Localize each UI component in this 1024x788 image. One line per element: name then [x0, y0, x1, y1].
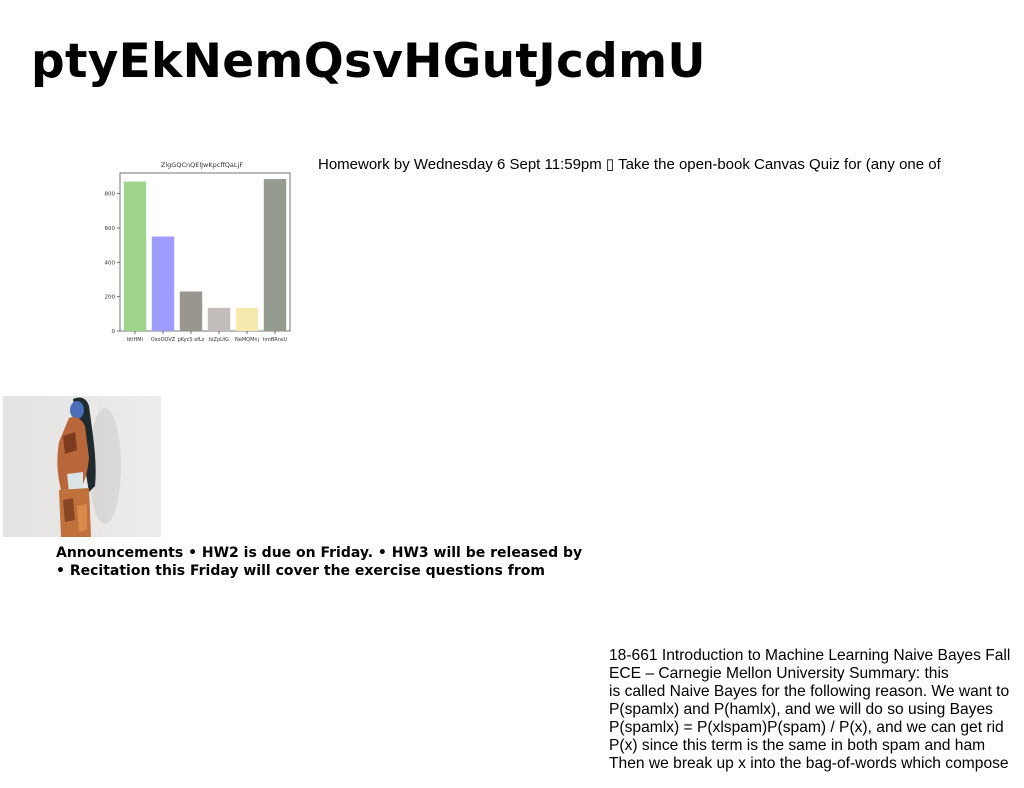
y-tick-label: 800 [105, 192, 116, 198]
chart-plot-frame [119, 172, 291, 332]
chart-bar [151, 236, 175, 331]
summary-line: P(x) since this term is the same in both… [609, 737, 986, 754]
summary-line: P(spamlx) and P(hamlx), and we will do s… [609, 701, 993, 718]
x-tick-label: btlHMi [127, 337, 143, 343]
chart-bars [123, 179, 287, 331]
announcement-line: Announcements • HW2 is due on Friday. • … [56, 545, 583, 561]
bar-chart-svg: ZlgGQCnQElJwKpcffQaLjF 0 200 400 600 800 btl… [105, 161, 291, 343]
summary-line: ECE – Carnegie Mellon University Summary… [609, 665, 949, 682]
summary-line: is called Naive Bayes for the following … [609, 683, 1010, 700]
bar-chart: ZlgGQCnQElJwKpcffQaLjF 0 200 400 600 800 btl… [98, 154, 300, 346]
chart-y-axis: 0 200 400 600 800 [105, 192, 120, 335]
y-tick-label: 400 [105, 260, 116, 266]
summary-text: 18-661 Introduction to Machine Learning … [609, 647, 1024, 773]
homework-text: Homework by Wednesday 6 Sept 11:59pm ▯ T… [318, 156, 941, 173]
chart-bar [263, 179, 287, 331]
y-tick-label: 0 [112, 329, 116, 335]
chart-x-axis: btlHMi OxoOOVZ pKycS afLz lbZpUlG NeMQMnj hmB… [127, 331, 288, 343]
chart-bar [235, 307, 259, 331]
x-tick-label: pKycS afLz [178, 337, 205, 343]
y-tick-label: 200 [105, 295, 116, 301]
x-tick-label: OxoOOVZ [151, 337, 176, 343]
chart-bar [207, 307, 231, 331]
person-photo [3, 396, 161, 537]
person-photo-illustration [57, 397, 121, 537]
summary-line: P(spamlx) = P(xlspam)P(spam) / P(x), and… [609, 719, 1004, 736]
summary-line: Then we break up x into the bag-of-words… [609, 755, 1009, 772]
summary-line: 18-661 Introduction to Machine Learning … [609, 647, 1011, 664]
x-tick-label: NeMQMnj [235, 337, 259, 343]
page-title: ptyEkNemQsvHGutJcdmU [31, 34, 706, 89]
announcements: Announcements • HW2 is due on Friday. • … [56, 544, 616, 580]
chart-bar [123, 181, 147, 331]
x-tick-label: hmBRnsU [263, 337, 288, 343]
chart-bar [179, 291, 203, 331]
announcement-line: • Recitation this Friday will cover the … [56, 563, 545, 579]
y-tick-label: 600 [105, 226, 116, 232]
chart-title: ZlgGQCnQElJwKpcffQaLjF [161, 161, 243, 169]
x-tick-label: lbZpUlG [209, 337, 229, 343]
